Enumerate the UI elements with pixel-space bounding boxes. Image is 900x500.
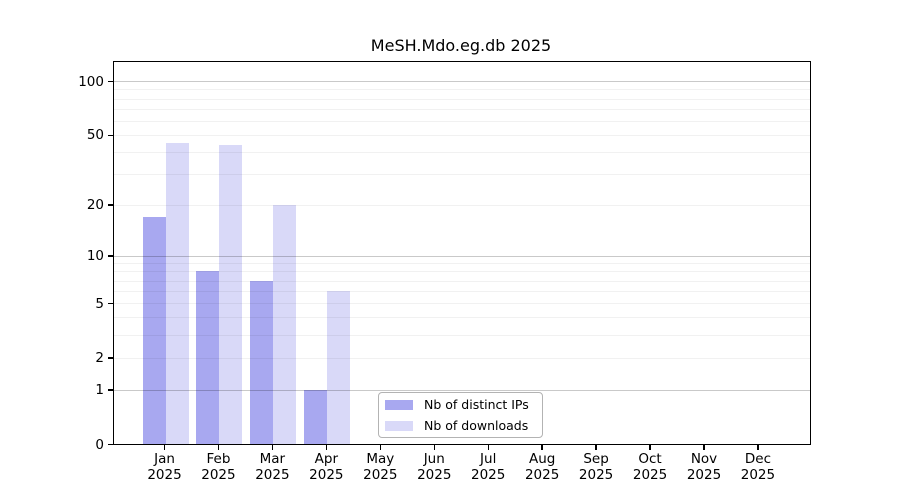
gridline-minor-40 [114,152,810,154]
gridline-minor-8 [114,271,810,273]
bar-apr-downloads [327,291,351,444]
y-tick-2 [108,357,113,359]
legend-swatch-distinct-ips [385,399,413,410]
y-tick-label-10: 10 [86,248,104,264]
bar-mar-distinct-ips [250,280,274,444]
x-tick-label-apr: Apr 2025 [309,451,344,483]
x-tick-aug [541,445,543,450]
y-tick-0 [108,443,113,446]
gridline-minor-50 [114,134,810,136]
x-tick-oct [649,445,651,450]
x-tick-mar [271,445,274,450]
x-tick-feb [217,445,220,450]
y-tick-1 [108,389,113,391]
x-tick-nov [703,445,705,450]
x-tick-label-feb: Feb 2025 [201,451,236,483]
legend-swatch-downloads [385,420,413,431]
gridline-minor-6 [114,291,810,293]
y-tick-label-1: 1 [95,382,104,398]
gridline-minor-9 [114,263,810,264]
gridline-minor-70 [114,108,810,110]
y-tick-10 [108,255,113,257]
bar-apr-distinct-ips [304,389,328,444]
gridline-minor-3 [114,335,810,337]
x-tick-jan [163,445,166,450]
gridline-minor-90 [114,89,810,91]
y-tick-label-2: 2 [95,350,104,367]
legend-label-distinct-ips: Nb of distinct IPs [424,397,529,412]
x-tick-label-dec: Dec 2025 [740,451,776,483]
legend: Nb of distinct IPs Nb of downloads [378,392,543,438]
gridline-minor-5 [114,303,810,305]
y-tick-100 [108,81,113,83]
x-tick-label-oct: Oct 2025 [632,451,668,483]
y-tick-label-5: 5 [95,295,104,312]
gridline-minor-7 [114,280,810,282]
plot-area [113,61,811,445]
x-tick-jun [433,445,435,450]
x-tick-label-jun: Jun 2025 [417,451,452,483]
x-tick-label-sep: Sep 2025 [578,451,614,483]
x-tick-label-jan: Jan 2025 [147,451,182,483]
gridline-minor-4 [114,317,810,319]
gridline-minor-60 [114,120,810,122]
gridline-minor-30 [114,174,810,176]
x-tick-label-aug: Aug 2025 [524,451,560,483]
y-tick-20 [108,204,113,206]
bar-jan-downloads [165,143,189,444]
gridline-minor-20 [114,204,810,206]
x-tick-jul [487,445,489,450]
legend-label-downloads: Nb of downloads [424,418,529,433]
gridline-minor-80 [114,98,810,100]
y-tick-label-0: 0 [95,436,104,453]
x-tick-label-mar: Mar 2025 [255,451,290,483]
gridline-major-100 [114,81,810,83]
bar-feb-downloads [219,144,243,444]
y-tick-50 [108,134,113,137]
legend-item-downloads: Nb of downloads [379,417,542,435]
x-tick-label-may: May 2025 [363,451,398,483]
y-tick-5 [108,302,113,305]
x-tick-sep [595,445,597,450]
x-tick-label-jul: Jul 2025 [471,451,506,483]
gridline-major-10 [114,255,810,257]
legend-item-distinct-ips: Nb of distinct IPs [379,396,542,414]
bar-mar-downloads [273,204,297,444]
x-tick-dec [757,445,759,450]
x-tick-apr [325,445,328,450]
y-tick-label-100: 100 [78,73,104,90]
y-tick-label-20: 20 [86,197,104,214]
gridline-major-1 [114,389,810,391]
bar-feb-distinct-ips [196,271,220,444]
bar-jan-distinct-ips [142,216,166,444]
x-tick-may [379,445,381,450]
chart-title: MeSH.Mdo.eg.db 2025 [370,36,552,55]
gridline-minor-2 [114,357,810,359]
x-tick-label-nov: Nov 2025 [686,451,722,483]
y-tick-label-50: 50 [86,127,104,144]
